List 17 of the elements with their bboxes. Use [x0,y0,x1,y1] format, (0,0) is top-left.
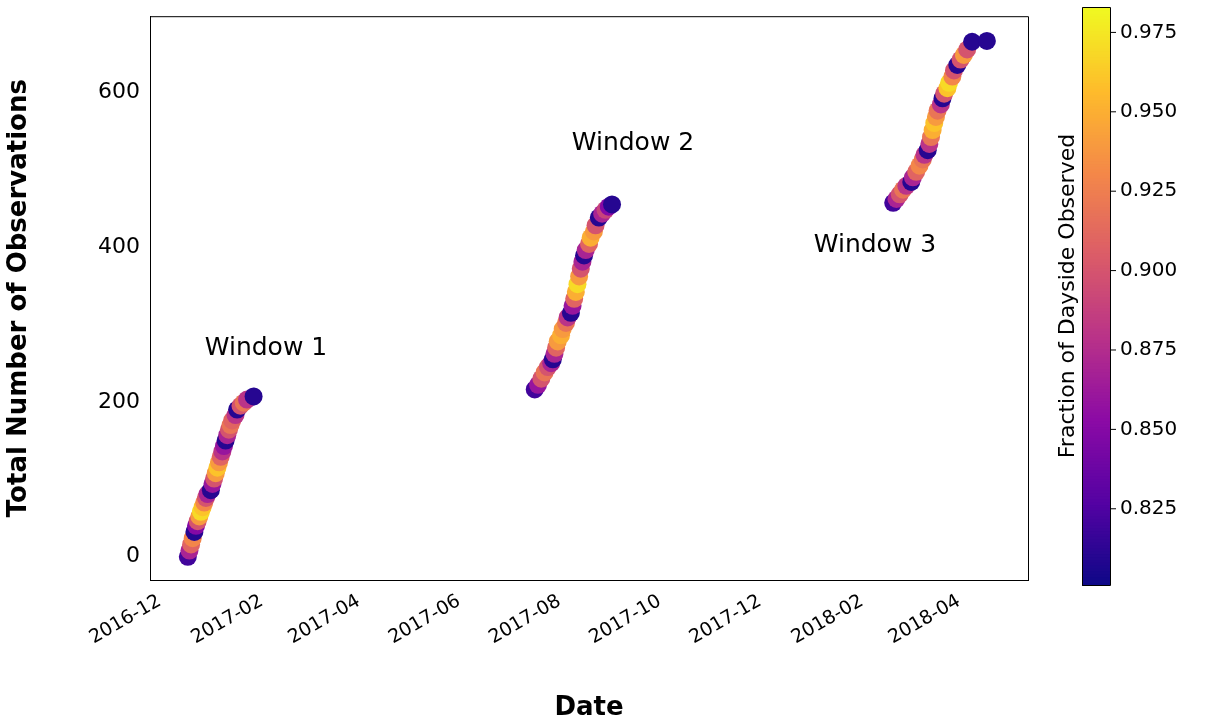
color-bar-label: 0.950 [1120,98,1178,123]
color-bar-label: 0.825 [1120,494,1178,519]
x-axis-title: Date [554,691,624,722]
color-bar-title: Fraction of Dayside Observed [1053,133,1079,459]
color-bar-label: 0.900 [1120,256,1178,281]
color-bar-label: 0.875 [1120,336,1178,361]
y-tick-label: 600 [98,77,140,103]
annotation: Window 3 [813,228,937,258]
annotation: Window 1 [204,331,328,361]
color-bar-label: 0.850 [1120,415,1178,440]
y-axis-title: Total Number of Observations [2,79,33,518]
annotation: Window 2 [571,126,695,156]
color-bar-label: 0.975 [1120,18,1178,43]
y-tick-label: 200 [98,387,140,413]
color-bar-label: 0.925 [1120,177,1178,202]
y-tick-label: 0 [126,542,140,568]
y-tick-label: 400 [98,232,140,258]
